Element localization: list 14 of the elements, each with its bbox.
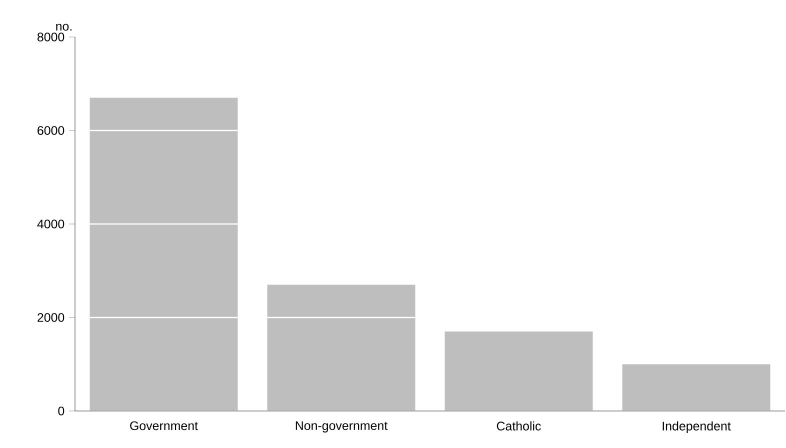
- x-tick-label: Government: [130, 421, 198, 430]
- bar: [622, 364, 770, 411]
- y-axis-title: no.: [56, 24, 72, 31]
- bar: [444, 332, 593, 411]
- y-tick-label: 2000: [38, 313, 64, 322]
- x-tick-label: Independent: [662, 421, 731, 433]
- y-tick-label: 4000: [37, 220, 64, 228]
- x-tick-label: Non-government: [296, 421, 388, 432]
- y-tick-label: 0: [58, 406, 64, 416]
- y-tick-label: 6000: [38, 126, 64, 135]
- bar: [267, 284, 416, 411]
- bar: [90, 98, 238, 411]
- y-tick-label: 8000: [37, 32, 64, 42]
- x-tick-label: Catholic: [496, 421, 541, 430]
